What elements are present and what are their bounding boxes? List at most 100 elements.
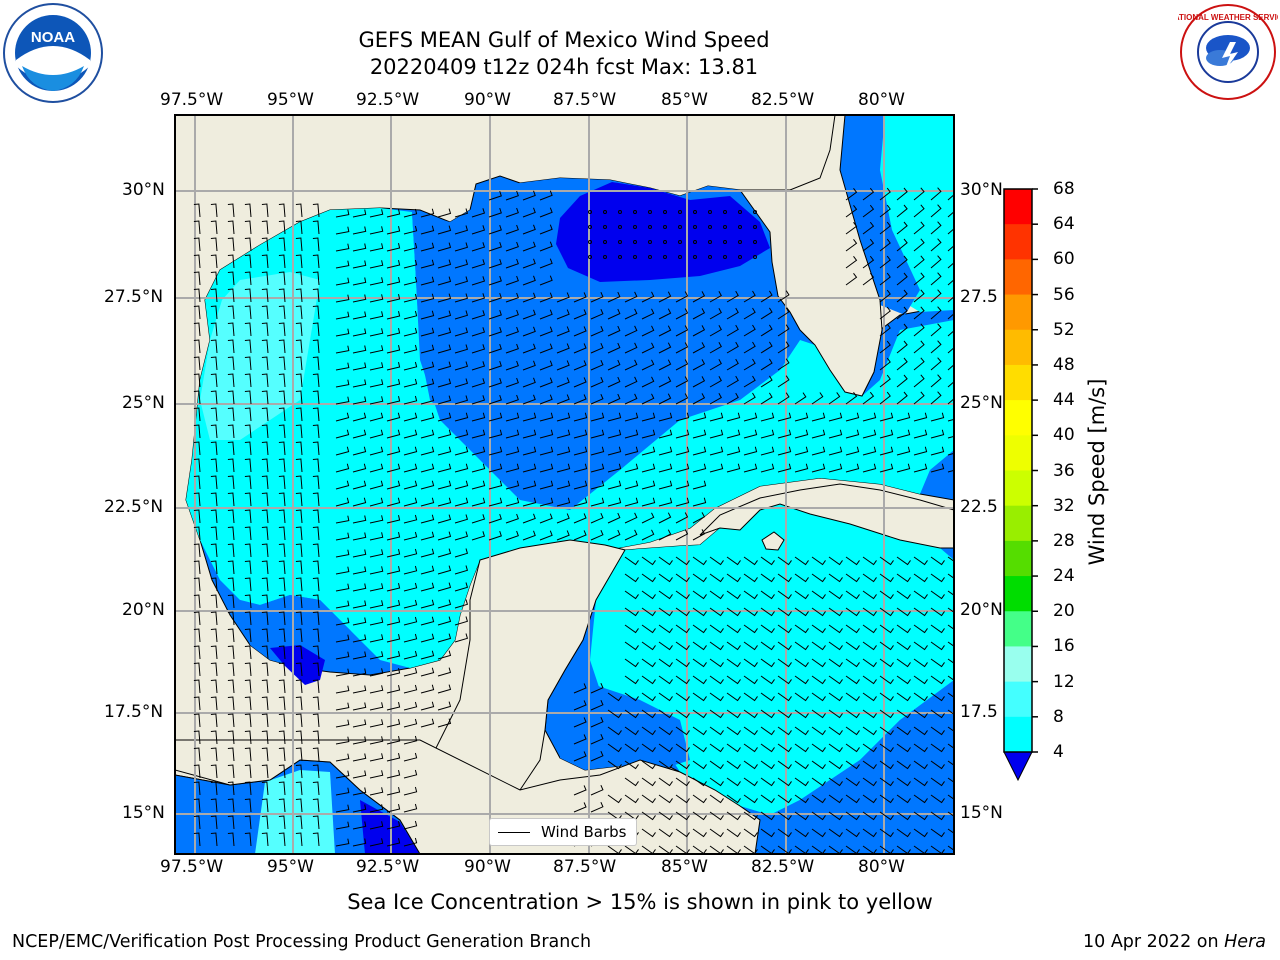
wind-barb <box>879 811 894 821</box>
wind-barb <box>675 607 690 617</box>
wind-barb <box>760 412 775 422</box>
colorbar-block <box>1004 294 1032 331</box>
wind-barb <box>896 743 911 753</box>
wind-barb <box>278 543 286 558</box>
wind-barb <box>295 424 303 439</box>
wind-barb <box>403 786 418 796</box>
wind-barb <box>658 794 673 804</box>
wind-barb <box>641 726 656 736</box>
wind-barb <box>913 374 925 388</box>
wind-barb <box>227 526 235 541</box>
wind-barb <box>760 429 775 439</box>
wind-barb <box>437 582 452 592</box>
wind-barb <box>573 309 587 320</box>
wind-barb <box>777 811 792 821</box>
wind-barb <box>607 497 622 507</box>
wind-barb <box>896 340 908 354</box>
wind-barb <box>692 376 706 388</box>
wind-barb <box>675 512 689 524</box>
wind-barb <box>335 804 350 813</box>
wind-barb <box>658 556 673 566</box>
wind-barb <box>420 514 435 524</box>
wind-barb <box>278 237 286 252</box>
wind-barb <box>505 530 519 541</box>
wind-barb <box>505 326 519 337</box>
wind-barb <box>295 237 303 252</box>
wind-barb <box>193 441 201 456</box>
wind-barb <box>896 828 911 838</box>
wind-barb <box>607 726 622 736</box>
wind-barb <box>777 777 792 787</box>
wind-barb <box>641 497 656 507</box>
wind-barb <box>261 543 269 558</box>
wind-barb <box>244 798 252 813</box>
wind-barb <box>947 692 954 698</box>
wind-barb <box>244 832 252 847</box>
wind-barb <box>312 560 320 575</box>
wind-barb <box>471 208 486 218</box>
wind-barb <box>930 391 942 405</box>
wind-barb <box>227 764 235 779</box>
wind-barb <box>352 719 367 728</box>
wind-barb <box>227 407 235 422</box>
wind-barb <box>312 203 320 218</box>
wind-barb <box>352 362 367 371</box>
wind-barb <box>312 492 320 507</box>
lon-tick-bottom: 80°W <box>858 857 905 877</box>
wind-barb <box>295 339 303 354</box>
map-frame <box>174 114 955 855</box>
wind-barb <box>811 641 826 651</box>
wind-barb <box>420 276 435 286</box>
calm-wind-marker <box>648 225 652 229</box>
wind-barb <box>454 616 469 626</box>
wind-barb <box>454 344 469 354</box>
wind-barb <box>896 374 908 388</box>
wind-barb <box>261 407 269 422</box>
wind-barb <box>930 187 942 201</box>
wind-barb <box>675 429 690 439</box>
wind-barb <box>896 590 911 600</box>
wind-barb <box>896 306 908 320</box>
wind-barb <box>312 798 320 813</box>
wind-barb <box>845 828 860 838</box>
wind-barb <box>862 255 875 269</box>
wind-barb <box>352 277 367 286</box>
wind-barb <box>641 429 656 439</box>
wind-barb <box>828 828 843 838</box>
wind-barb <box>896 811 911 821</box>
wind-barb <box>437 344 452 354</box>
wind-barb <box>471 225 486 235</box>
wind-barb <box>624 497 639 507</box>
wind-barb <box>624 393 638 405</box>
wind-barb <box>522 224 536 235</box>
wind-barb <box>488 394 502 405</box>
wind-barb <box>930 573 945 583</box>
wind-barb <box>454 310 469 320</box>
wind-barb <box>913 590 928 600</box>
wind-barb <box>879 709 894 719</box>
wind-barb <box>930 429 945 439</box>
wind-barb <box>335 345 350 354</box>
wind-barb <box>312 356 320 371</box>
wind-barb <box>692 529 706 541</box>
lat-tick-left: 30°N <box>122 180 165 200</box>
wind-barb <box>641 325 655 337</box>
wind-barb <box>522 190 536 201</box>
lat-tick-left: 25°N <box>122 393 165 413</box>
calm-wind-marker <box>738 240 742 244</box>
wind-barb <box>743 375 756 388</box>
wind-barb <box>210 526 218 541</box>
wind-barb <box>709 794 724 804</box>
wind-barb <box>403 446 418 456</box>
wind-barb <box>244 220 252 235</box>
wind-barb <box>244 203 252 218</box>
wind-barb <box>539 360 553 371</box>
wind-barb <box>403 650 418 660</box>
wind-barb <box>777 607 792 617</box>
wind-barb <box>947 641 954 647</box>
wind-barb <box>522 275 536 286</box>
wind-barb <box>227 713 235 728</box>
wind-barb <box>641 393 655 405</box>
wind-barb <box>624 760 639 770</box>
wind-barb <box>624 658 639 668</box>
